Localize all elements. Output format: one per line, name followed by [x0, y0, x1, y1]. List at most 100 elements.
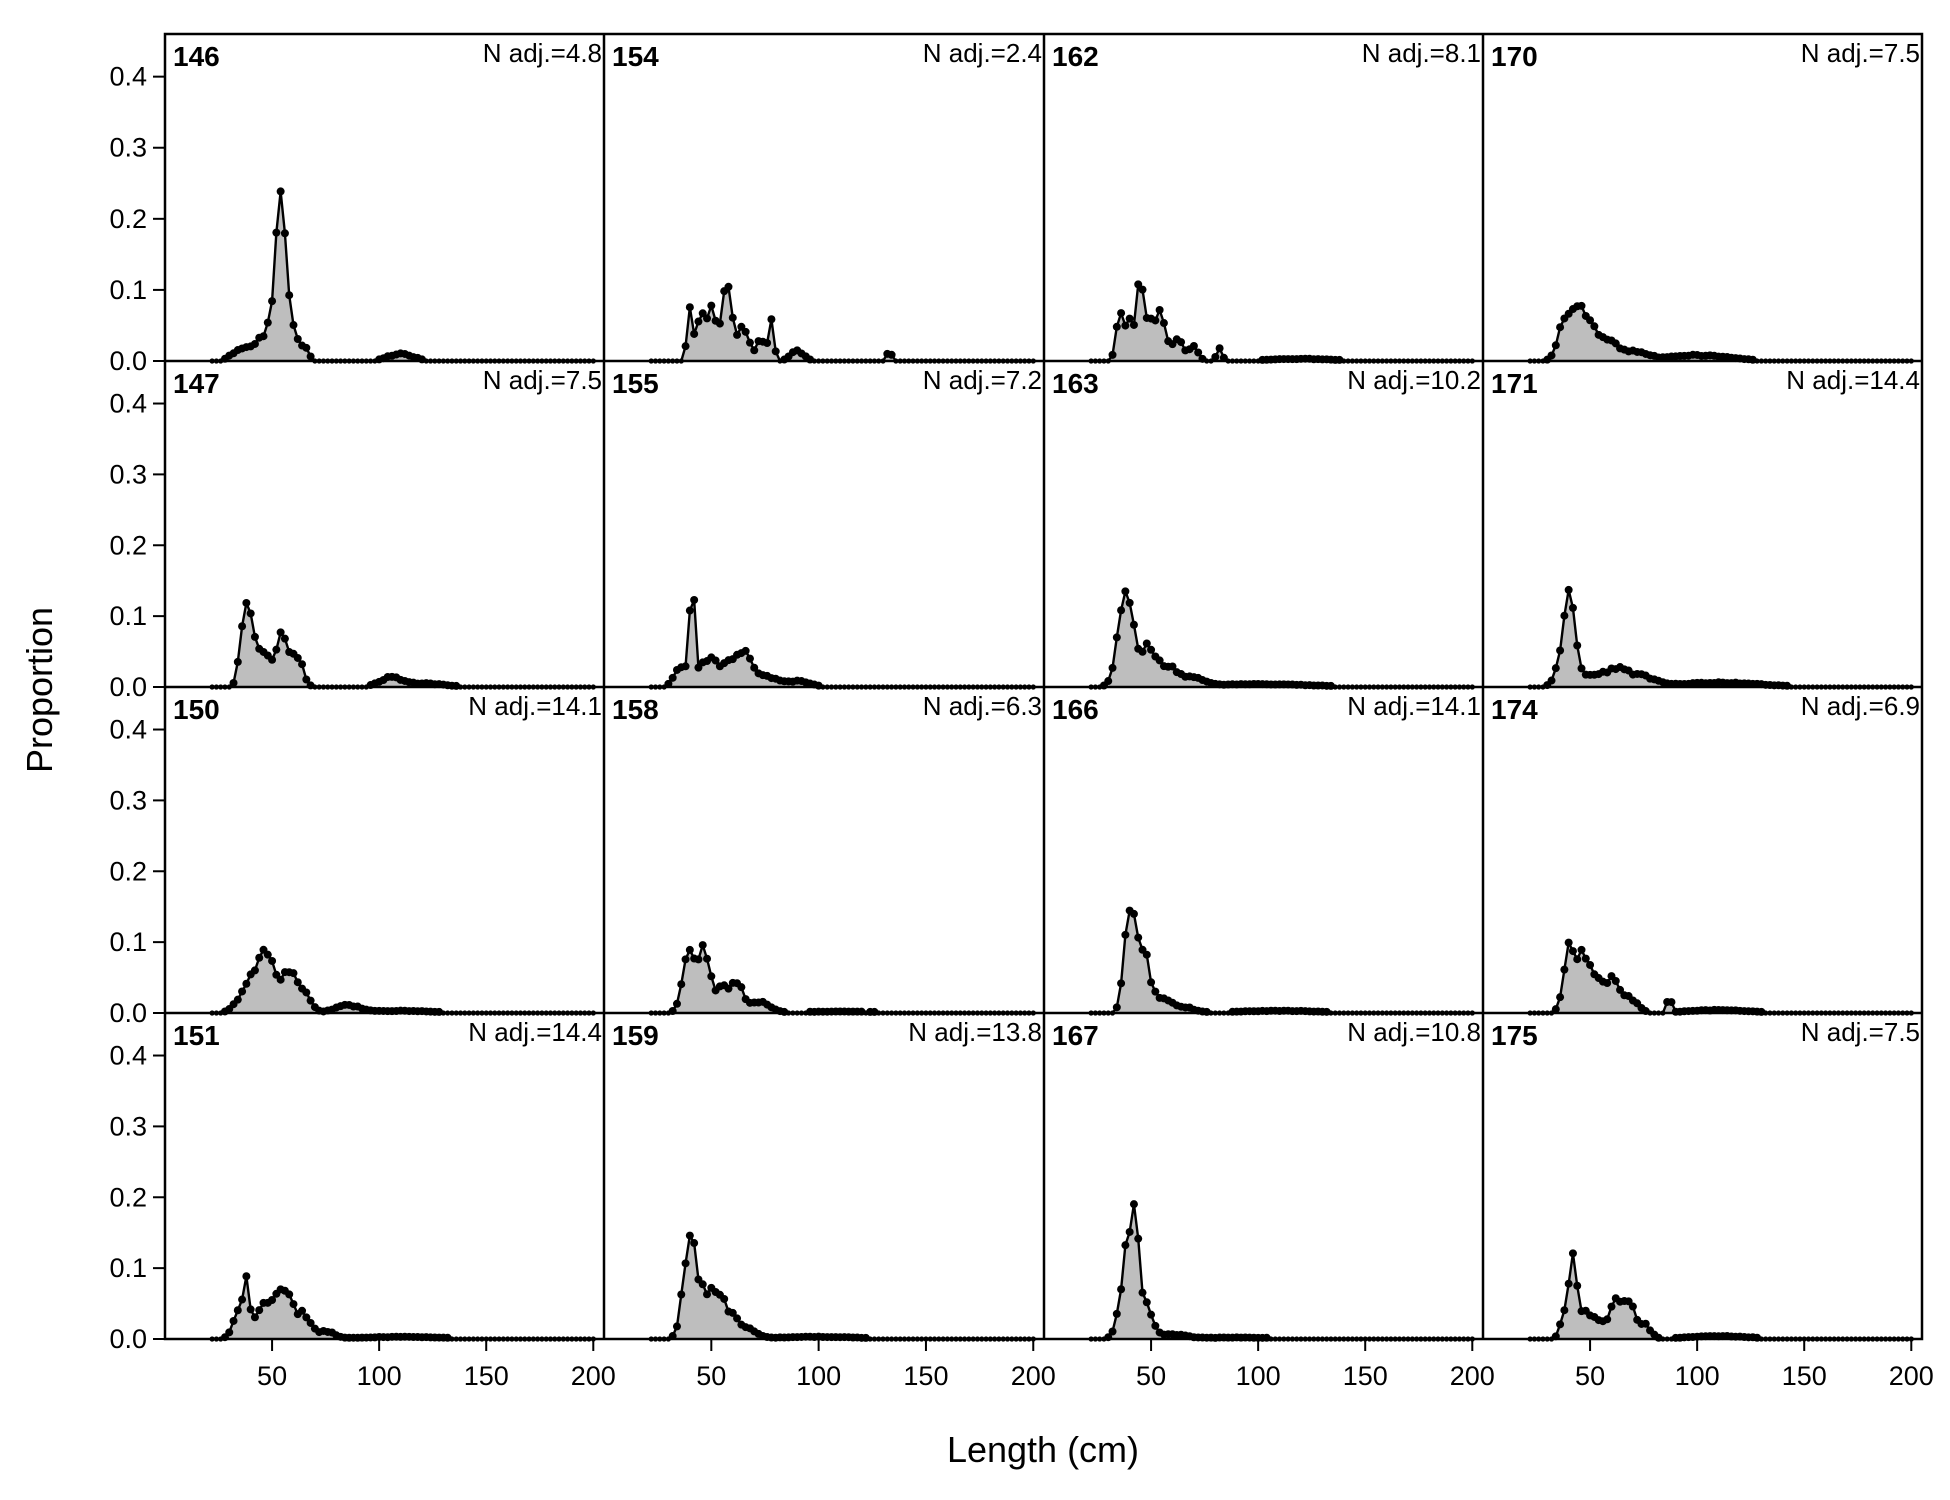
x-tick-label: 50 [1136, 1361, 1166, 1391]
data-point [672, 1322, 681, 1331]
data-point [1564, 938, 1573, 947]
data-point [685, 606, 694, 615]
data-point [242, 979, 251, 988]
x-tick-label: 150 [464, 1361, 509, 1391]
data-point [238, 987, 247, 996]
data-point [280, 634, 289, 643]
panel-title: 163 [1052, 368, 1099, 399]
data-point [1104, 677, 1113, 686]
data-point [1129, 620, 1138, 629]
data-point [1577, 301, 1586, 310]
data-point [733, 330, 742, 339]
data-point [1121, 930, 1130, 939]
data-point [1564, 1279, 1573, 1288]
data-point [733, 1314, 742, 1323]
panel-n-adj: N adj.=7.5 [1801, 38, 1920, 68]
y-tick-label: 0.3 [109, 459, 147, 489]
data-point [255, 953, 264, 962]
data-point [1147, 645, 1156, 654]
data-point [677, 980, 686, 989]
data-point [745, 338, 754, 347]
data-point [289, 1300, 298, 1309]
data-point [1117, 979, 1126, 988]
panel-175: 175 N adj.=7.5 [1491, 1017, 1920, 1342]
data-point [1189, 341, 1198, 350]
data-point [1586, 316, 1595, 325]
data-point [690, 1239, 699, 1248]
y-tick-label: 0.3 [109, 1111, 147, 1141]
data-point [690, 329, 699, 338]
data-point [1573, 641, 1582, 650]
x-tick-label: 50 [696, 1361, 726, 1391]
panel-title: 158 [612, 694, 659, 725]
data-point [1590, 322, 1599, 331]
data-point [1138, 285, 1147, 294]
data-point [737, 983, 746, 992]
data-point [724, 984, 733, 993]
panel-title: 171 [1491, 368, 1538, 399]
x-tick-label: 200 [1011, 1361, 1056, 1391]
data-point [1560, 965, 1569, 974]
y-tick-label: 0.0 [109, 346, 147, 376]
data-point [250, 632, 259, 641]
panel-title: 162 [1052, 41, 1099, 72]
data-point [1134, 933, 1143, 942]
y-tick-label: 0.2 [109, 856, 147, 886]
data-point [1142, 950, 1151, 959]
data-point [263, 318, 272, 327]
data-point [1147, 1310, 1156, 1319]
distribution-area [1530, 1253, 1912, 1339]
panel-159: 159 N adj.=13.8 [612, 1017, 1042, 1342]
data-point [293, 335, 302, 344]
x-tick-label: 200 [571, 1361, 616, 1391]
data-point [694, 317, 703, 326]
data-point [1568, 603, 1577, 612]
data-point [229, 1316, 238, 1325]
data-point [1112, 633, 1121, 642]
data-point [302, 675, 311, 684]
x-tick-label: 150 [903, 1361, 948, 1391]
data-point [1556, 993, 1565, 1002]
panel-title: 159 [612, 1020, 659, 1051]
data-point [681, 955, 690, 964]
data-point [720, 1294, 729, 1303]
panel-n-adj: N adj.=2.4 [923, 38, 1042, 68]
data-point [698, 941, 707, 950]
distribution-area [1091, 1204, 1473, 1339]
data-point [685, 303, 694, 312]
data-point [677, 1290, 686, 1299]
distribution-area [212, 949, 594, 1013]
panel-n-adj: N adj.=14.1 [468, 691, 602, 721]
data-point [1108, 1327, 1117, 1336]
data-point [233, 995, 242, 1004]
data-point [293, 978, 302, 987]
data-point [707, 301, 716, 310]
x-tick-label: 200 [1450, 1361, 1495, 1391]
y-tick-label: 0.2 [109, 530, 147, 560]
data-point [741, 646, 750, 655]
data-point [1560, 611, 1569, 620]
data-point [887, 350, 896, 359]
data-point [698, 1280, 707, 1289]
data-point [1586, 960, 1595, 969]
data-point [285, 291, 294, 300]
data-point [1568, 947, 1577, 956]
data-point [1547, 676, 1556, 685]
panel-n-adj: N adj.=7.5 [1801, 1017, 1920, 1047]
data-point [242, 1272, 251, 1281]
data-point [302, 343, 311, 352]
data-point [1155, 306, 1164, 315]
data-point [306, 352, 315, 361]
data-point [298, 1306, 307, 1315]
panel-title: 150 [173, 694, 220, 725]
data-point [276, 628, 285, 637]
data-point [1641, 1319, 1650, 1328]
data-point [681, 1259, 690, 1268]
data-point [1108, 350, 1117, 359]
data-point [233, 657, 242, 666]
panel-166: 166 N adj.=14.1 [1052, 691, 1481, 1016]
data-point [302, 988, 311, 997]
y-tick-label: 0.4 [109, 389, 147, 419]
data-point [1142, 1298, 1151, 1307]
